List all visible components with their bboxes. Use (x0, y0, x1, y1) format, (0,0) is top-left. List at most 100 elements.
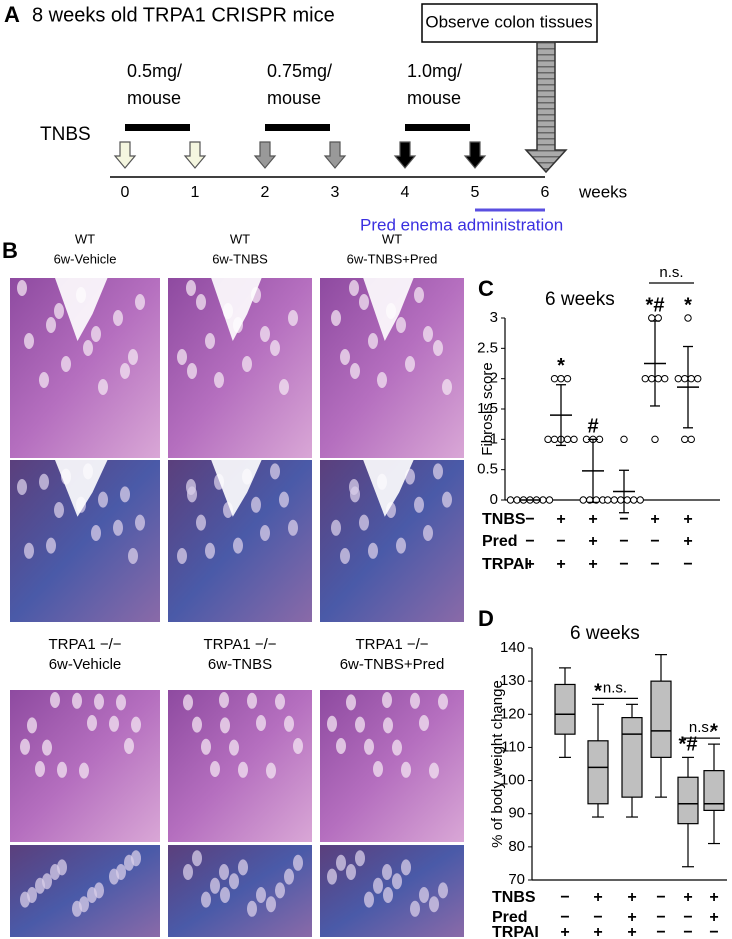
significance: *# (646, 294, 665, 316)
crypt (414, 496, 424, 513)
crypt (83, 340, 93, 356)
crypt (131, 716, 141, 733)
data-point (648, 374, 656, 383)
data-point (579, 496, 587, 504)
week-label: 5 (471, 184, 480, 201)
crypt (442, 379, 452, 395)
row-sign: − (619, 533, 628, 550)
crypt (414, 287, 424, 303)
ns-label: n.s. (689, 719, 713, 736)
crypt (135, 294, 145, 310)
box (621, 716, 643, 798)
data-point (651, 435, 659, 444)
crypt (196, 514, 206, 531)
crypt (336, 854, 346, 871)
crypt (284, 715, 294, 732)
crypt (288, 310, 298, 326)
crypt (350, 486, 360, 503)
crypt (128, 548, 138, 564)
crypt (266, 762, 276, 779)
row-sign: + (556, 556, 565, 573)
crypt (442, 491, 452, 508)
data-point (623, 496, 631, 504)
row-sign: − (556, 533, 565, 550)
crypt (219, 864, 229, 880)
row-sign: − (656, 924, 665, 939)
crypt (293, 854, 303, 871)
crypt (109, 715, 119, 732)
crypt (275, 693, 285, 710)
crypt (396, 317, 406, 333)
y-tick-label: 2 (490, 370, 498, 387)
crypt (270, 463, 280, 480)
crypt (220, 717, 230, 734)
dose-label: mouse (127, 88, 181, 108)
data-point (617, 496, 625, 504)
crypt (284, 868, 294, 885)
row-sign: + (627, 924, 636, 939)
crypt (373, 877, 383, 894)
caption: TRPA1 −/− (355, 636, 428, 653)
crypt (120, 486, 130, 503)
crypt (113, 310, 123, 326)
crypt (186, 280, 196, 296)
row-sign: − (683, 556, 692, 573)
crypt (340, 548, 350, 564)
week-label: 4 (401, 184, 410, 201)
crypt (364, 738, 374, 755)
row-sign: − (560, 909, 569, 926)
crypt (438, 693, 448, 710)
crypt (177, 349, 187, 365)
row-name: TRPAI (492, 924, 539, 939)
crypt (201, 738, 211, 755)
data-point (684, 314, 692, 322)
crypt (210, 877, 220, 894)
crypt (94, 882, 104, 899)
crypt (113, 519, 123, 536)
crypt (382, 864, 392, 880)
crypt (120, 363, 130, 379)
crypt (392, 739, 402, 756)
row-sign: + (588, 511, 597, 528)
y-tick-label: 0.5 (477, 461, 498, 478)
chart-title: 6 weeks (545, 289, 615, 310)
data-point (544, 435, 552, 444)
y-tick-label: 1.5 (477, 400, 498, 417)
caption: TRPA1 −/− (203, 636, 276, 653)
crypt (260, 326, 270, 342)
crypt (116, 694, 126, 711)
histology-image (320, 690, 464, 842)
y-tick-label: 3 (490, 309, 498, 326)
crypt (275, 882, 285, 899)
caption: 6w-TNBS (208, 656, 272, 673)
data-point (636, 496, 644, 504)
crypt (98, 491, 108, 508)
y-tick-label: 70 (508, 871, 525, 888)
crypt (20, 738, 30, 755)
crypt (124, 738, 134, 754)
crypt (364, 891, 374, 908)
caption: WT (75, 231, 95, 246)
crypt (331, 519, 341, 536)
crypt (429, 896, 439, 913)
significance: * (710, 720, 718, 742)
crypt (247, 692, 257, 709)
row-sign: + (588, 533, 597, 550)
significance: # (587, 416, 598, 438)
data-point (563, 374, 572, 383)
y-tick-label: 1 (490, 430, 498, 447)
box (554, 683, 576, 735)
crypt (405, 356, 415, 372)
crypt (201, 891, 211, 908)
y-axis-label: % of body weight change (489, 680, 506, 848)
crypt (229, 873, 239, 890)
row-name: TRPAI (482, 556, 529, 573)
crypt (410, 692, 420, 709)
ns-label: n.s. (659, 264, 683, 281)
crypt (336, 738, 346, 754)
crypt (349, 280, 359, 296)
crypt (429, 762, 439, 779)
crypt (368, 333, 378, 349)
crypt (24, 542, 34, 559)
row-sign: + (627, 909, 636, 926)
